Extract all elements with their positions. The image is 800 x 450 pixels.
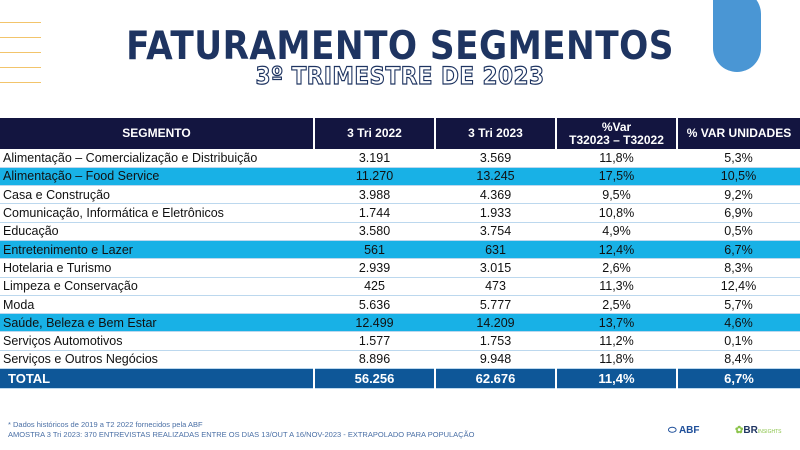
segment-cell: Moda (0, 295, 314, 315)
tri-2023-cell: 3.754 (435, 222, 556, 241)
table-row: Alimentação – Food Service 11.270 13.245 17… (0, 167, 800, 187)
decorative-shape (713, 0, 761, 72)
var-units-cell: 0,1% (677, 331, 800, 351)
segment-cell: Hotelaria e Turismo (0, 258, 314, 278)
col-header-2022: 3 Tri 2022 (313, 118, 435, 149)
col-header-var: %Var T32023 – T32022 (555, 118, 677, 149)
table-row: Educação 3.580 3.754 4,9% 0,5% (0, 222, 800, 241)
table-row: Saúde, Beleza e Bem Estar 12.499 14.209 13,… (0, 313, 800, 333)
page-title: FATURAMENTO SEGMENTOS (126, 24, 674, 69)
var-cell: 10,8% (556, 203, 677, 223)
var-units-cell: 6,7% (676, 368, 800, 390)
tri-2022-cell: 561 (314, 240, 435, 260)
var-cell: 17,5% (556, 167, 677, 187)
table-row: Hotelaria e Turismo 2.939 3.015 2,6% 8,3% (0, 258, 800, 278)
table-row: Casa e Construção 3.988 4.369 9,5% 9,2% (0, 185, 800, 205)
var-units-cell: 10,5% (677, 167, 800, 187)
abf-logo: ⬭ ABF (668, 425, 700, 436)
var-cell: 9,5% (556, 185, 677, 205)
tri-2023-cell: 9.948 (435, 350, 556, 370)
tri-2022-cell: 8.896 (314, 350, 435, 370)
page-subtitle: 3º TRIMESTRE DE 2023 (255, 61, 545, 90)
tri-2023-cell: 62.676 (434, 368, 556, 390)
segment-cell: Casa e Construção (0, 185, 314, 205)
tri-2022-cell: 5.636 (314, 295, 435, 315)
tri-2023-cell: 3.015 (435, 258, 556, 278)
table-row: Alimentação – Comercialização e Distribu… (0, 149, 800, 168)
col-header-var-units: % VAR UNIDADES (676, 118, 800, 149)
var-cell: 11,4% (555, 368, 677, 390)
tri-2022-cell: 56.256 (313, 368, 435, 390)
col-header-2023: 3 Tri 2023 (434, 118, 556, 149)
footer-sample: AMOSTRA 3 Tri 2023: 370 ENTREVISTAS REAL… (8, 430, 475, 439)
segment-cell: Comunicação, Informática e Eletrônicos (0, 203, 314, 223)
segment-cell: Saúde, Beleza e Bem Estar (0, 313, 314, 333)
br-insights-logo: ✿BRINSIGHTS (735, 425, 782, 436)
var-cell: 11,8% (556, 350, 677, 370)
table-row: Entretenimento e Lazer 561 631 12,4% 6,7% (0, 240, 800, 260)
segment-cell: Alimentação – Comercialização e Distribu… (0, 149, 314, 168)
decorative-lines (0, 22, 41, 97)
table-row: Limpeza e Conservação 425 473 11,3% 12,4% (0, 277, 800, 296)
tri-2023-cell: 3.569 (435, 149, 556, 168)
tri-2022-cell: 1.744 (314, 203, 435, 223)
table-row: Comunicação, Informática e Eletrônicos 1.… (0, 203, 800, 223)
total-row: TOTAL 56.256 62.676 11,4% 6,7% (0, 368, 800, 390)
segment-cell: Educação (0, 222, 314, 241)
var-cell: 12,4% (556, 240, 677, 260)
var-cell: 13,7% (556, 313, 677, 333)
var-units-cell: 5,3% (677, 149, 800, 168)
table-row: Serviços Automotivos 1.577 1.753 11,2% 0,1% (0, 331, 800, 351)
table-header: SEGMENTO 3 Tri 2022 3 Tri 2023 %Var T3202… (0, 118, 800, 149)
var-units-cell: 6,7% (677, 240, 800, 260)
segment-cell: TOTAL (0, 368, 314, 390)
tri-2022-cell: 11.270 (314, 167, 435, 187)
tri-2023-cell: 5.777 (435, 295, 556, 315)
tri-2023-cell: 631 (435, 240, 556, 260)
tri-2022-cell: 1.577 (314, 331, 435, 351)
tri-2022-cell: 3.191 (314, 149, 435, 168)
var-units-cell: 8,3% (677, 258, 800, 278)
tri-2022-cell: 12.499 (314, 313, 435, 333)
tri-2023-cell: 13.245 (435, 167, 556, 187)
tri-2022-cell: 3.988 (314, 185, 435, 205)
var-cell: 11,3% (556, 277, 677, 296)
var-units-cell: 0,5% (677, 222, 800, 241)
segment-cell: Serviços Automotivos (0, 331, 314, 351)
segment-cell: Limpeza e Conservação (0, 277, 314, 296)
footer-notes: * Dados históricos de 2019 a T2 2022 for… (8, 420, 474, 440)
var-cell: 2,5% (556, 295, 677, 315)
var-cell: 11,2% (556, 331, 677, 351)
var-units-cell: 4,6% (677, 313, 800, 333)
var-units-cell: 8,4% (677, 350, 800, 370)
var-cell: 11,8% (556, 149, 677, 168)
segments-table: SEGMENTO 3 Tri 2022 3 Tri 2023 %Var T3202… (0, 118, 800, 390)
segment-cell: Alimentação – Food Service (0, 167, 314, 187)
footer-note: * Dados históricos de 2019 a T2 2022 for… (8, 420, 203, 429)
tri-2022-cell: 2.939 (314, 258, 435, 278)
segment-cell: Entretenimento e Lazer (0, 240, 314, 260)
var-units-cell: 5,7% (677, 295, 800, 315)
tri-2022-cell: 425 (314, 277, 435, 296)
col-header-var-line1: %Var (601, 119, 632, 134)
segment-cell: Serviços e Outros Negócios (0, 350, 314, 370)
tri-2023-cell: 1.933 (435, 203, 556, 223)
tri-2023-cell: 1.753 (435, 331, 556, 351)
tri-2023-cell: 14.209 (435, 313, 556, 333)
table-row: Serviços e Outros Negócios 8.896 9.948 11,8… (0, 350, 800, 370)
var-cell: 2,6% (556, 258, 677, 278)
var-cell: 4,9% (556, 222, 677, 241)
col-header-var-line2: T32023 – T32022 (569, 132, 664, 147)
col-header-segment: SEGMENTO (0, 118, 314, 149)
tri-2023-cell: 4.369 (435, 185, 556, 205)
var-units-cell: 6,9% (677, 203, 800, 223)
table-row: Moda 5.636 5.777 2,5% 5,7% (0, 295, 800, 315)
tri-2023-cell: 473 (435, 277, 556, 296)
var-units-cell: 9,2% (677, 185, 800, 205)
tri-2022-cell: 3.580 (314, 222, 435, 241)
var-units-cell: 12,4% (677, 277, 800, 296)
